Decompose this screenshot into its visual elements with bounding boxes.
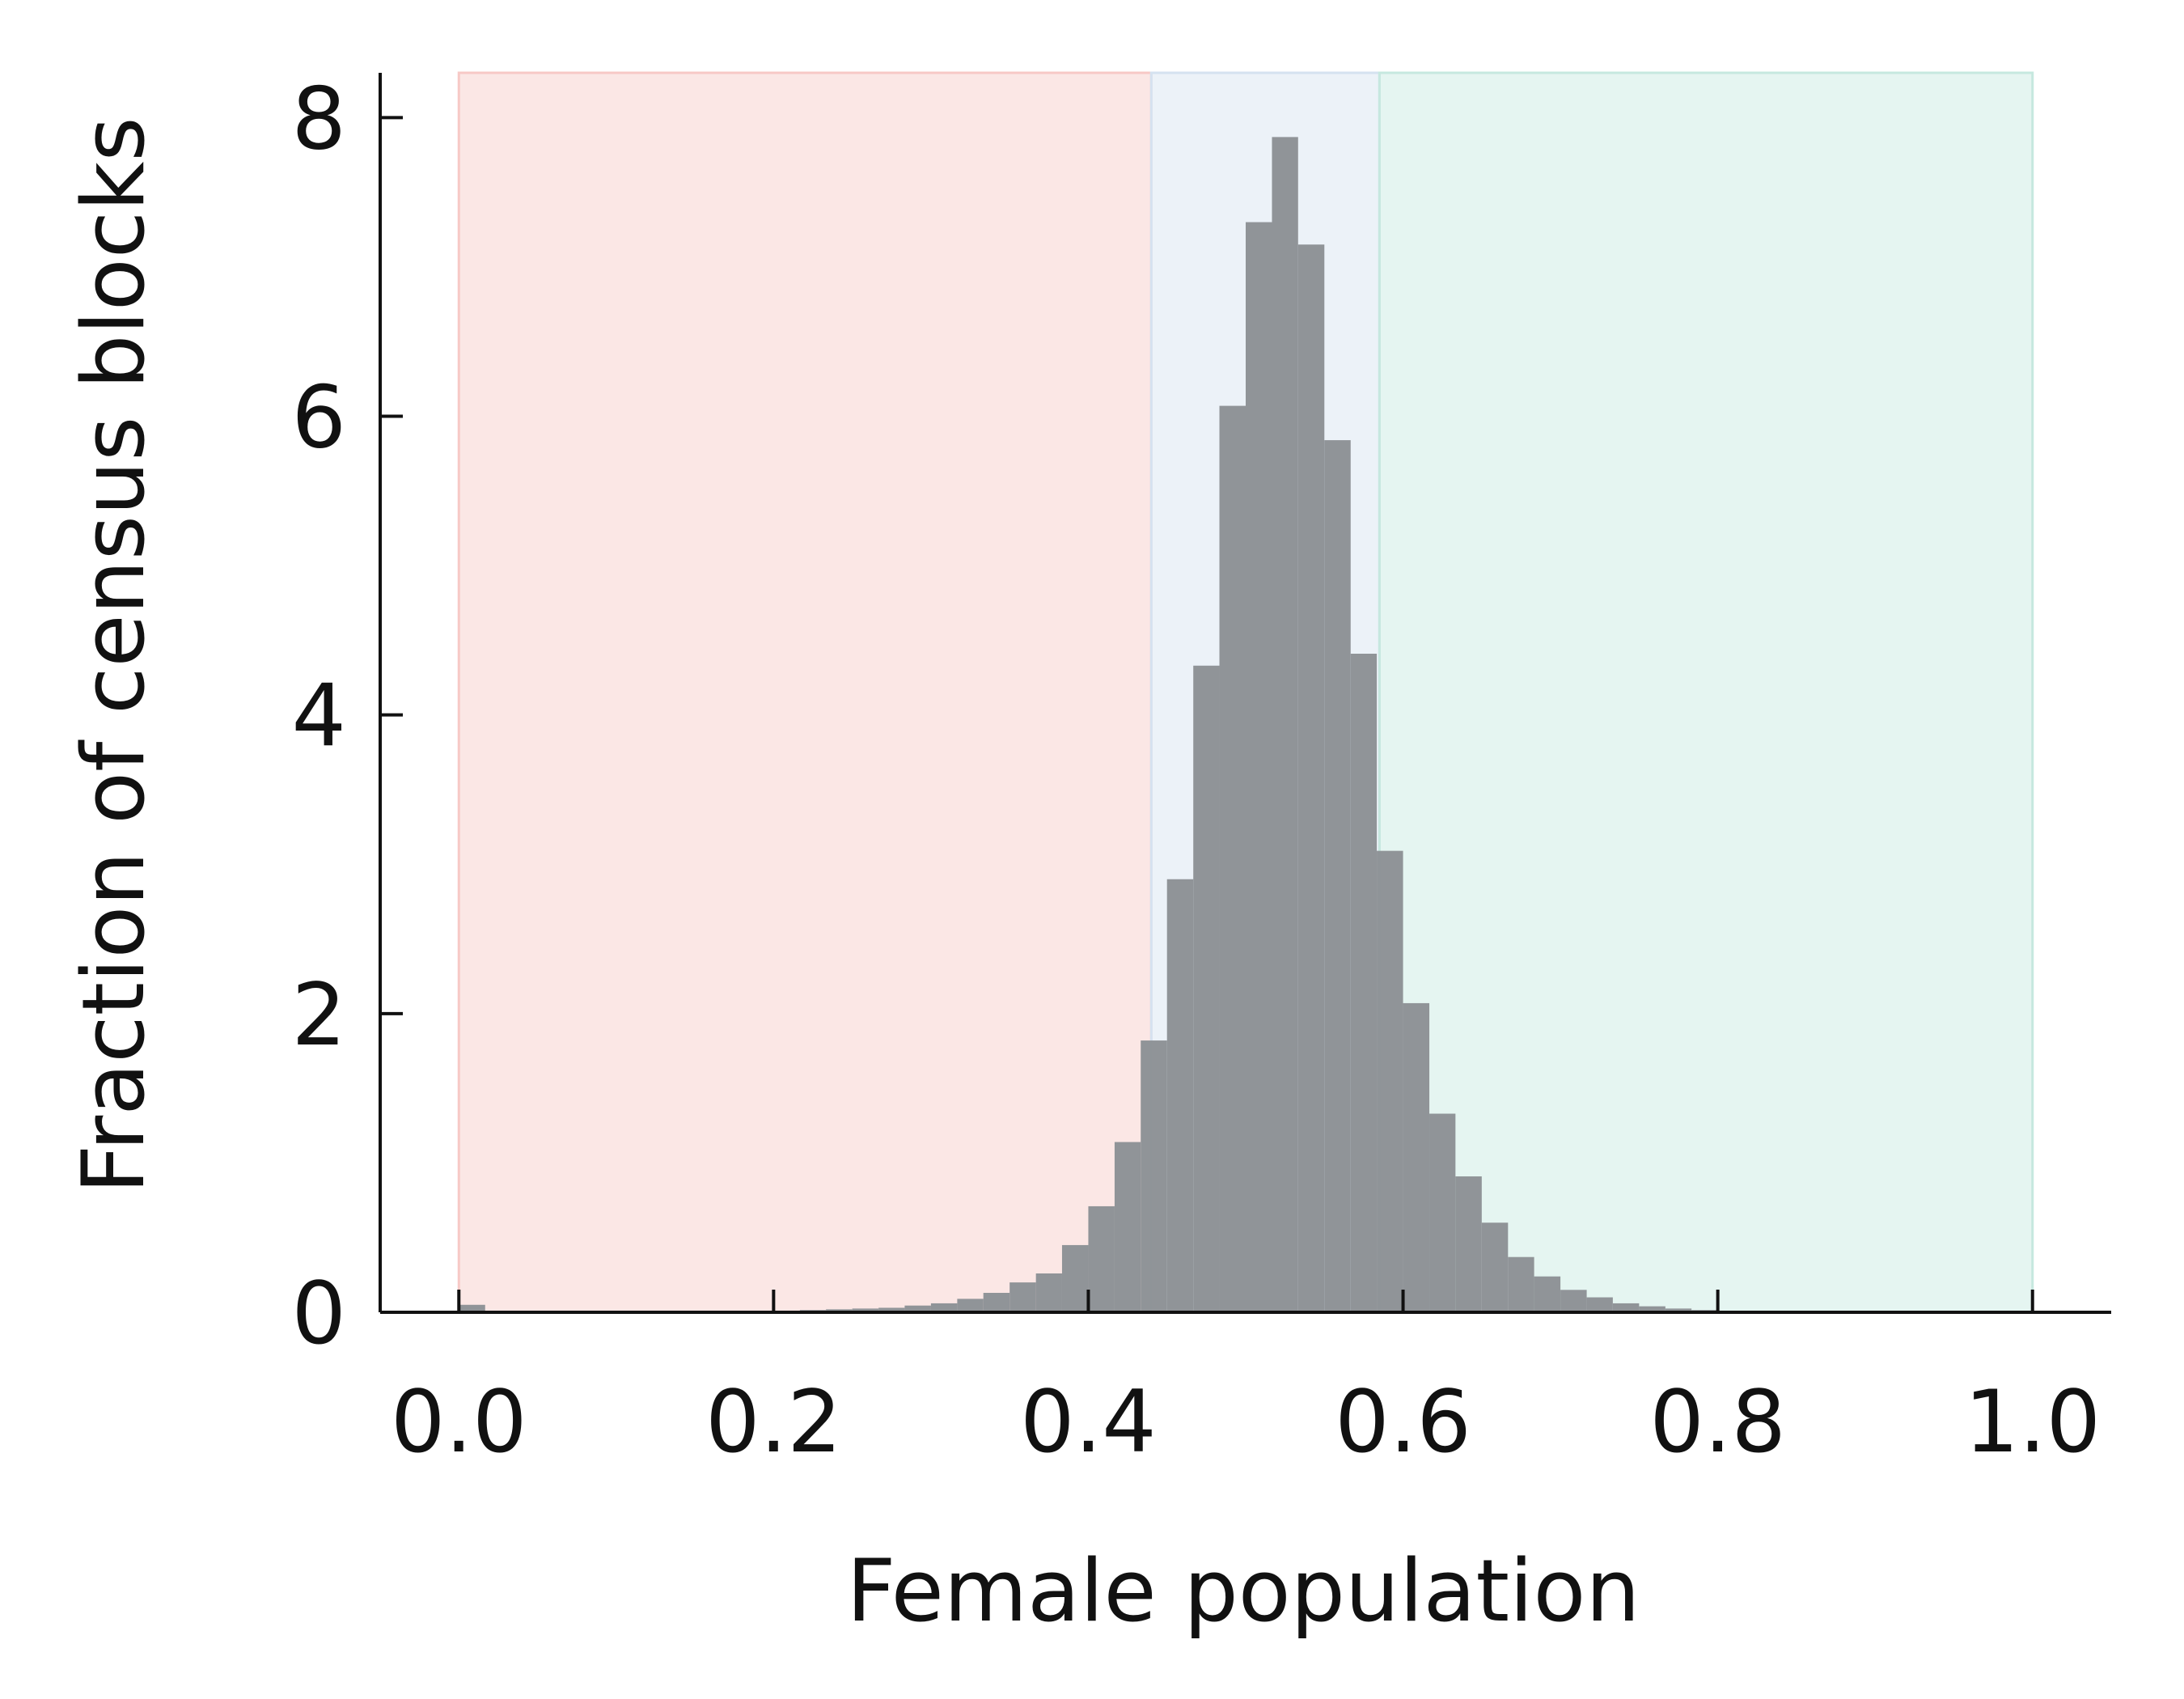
y-tick-label: 2 xyxy=(292,965,346,1065)
histogram-bar xyxy=(1508,1256,1534,1312)
x-tick-label: 0.0 xyxy=(391,1372,527,1472)
histogram-bar xyxy=(1639,1306,1666,1312)
histogram-bar xyxy=(1061,1244,1089,1312)
histogram-bar xyxy=(1219,405,1246,1313)
histogram-bar xyxy=(1429,1113,1456,1312)
histogram-bar xyxy=(1560,1290,1587,1312)
histogram-bar xyxy=(1377,850,1403,1312)
histogram-bars xyxy=(459,137,1745,1313)
histogram-bar xyxy=(1455,1176,1482,1312)
shaded-region-1 xyxy=(457,71,1153,1314)
x-tick-label: 0.6 xyxy=(1335,1372,1471,1472)
histogram-bar xyxy=(1586,1297,1613,1312)
axes xyxy=(379,73,2111,1314)
histogram-bar xyxy=(904,1305,931,1312)
histogram-bar xyxy=(957,1299,984,1312)
x-axis-title: Female population xyxy=(846,1541,1640,1641)
shaded-region-3 xyxy=(1378,71,2034,1314)
x-tick-label: 1.0 xyxy=(1964,1372,2101,1472)
x-tick-label: 0.8 xyxy=(1649,1372,1786,1472)
y-axis-title: Fraction of census blocks xyxy=(64,117,163,1193)
histogram-bar xyxy=(1166,879,1194,1312)
x-tick-label: 0.4 xyxy=(1020,1372,1157,1472)
histogram-bar xyxy=(1297,244,1325,1313)
y-tick-label: 0 xyxy=(292,1264,346,1363)
histogram-bar xyxy=(1665,1308,1692,1312)
y-tick-label: 6 xyxy=(292,368,346,468)
histogram-bar xyxy=(1246,222,1272,1312)
tick-labels: 0.0 0.2 0.4 0.6 0.8 1.0 0 2 4 6 8 xyxy=(292,69,2101,1472)
histogram-bar xyxy=(1272,137,1298,1313)
histogram-bar xyxy=(930,1303,958,1312)
histogram-bar xyxy=(1009,1282,1036,1312)
y-tick-label: 4 xyxy=(292,667,346,766)
histogram-bar xyxy=(1114,1142,1141,1312)
histogram-bar xyxy=(1350,654,1378,1312)
histogram-bar xyxy=(878,1307,905,1312)
histogram-bar xyxy=(1534,1276,1561,1312)
histogram-bar xyxy=(1035,1273,1062,1312)
histogram-bar xyxy=(459,1304,485,1312)
histogram-bar xyxy=(983,1293,1010,1312)
histogram-bar xyxy=(1324,440,1351,1312)
x-tick-label: 0.2 xyxy=(705,1372,842,1472)
histogram-bar xyxy=(1193,665,1220,1312)
y-tick-label: 8 xyxy=(292,69,346,168)
histogram-bar xyxy=(1141,1040,1167,1312)
histogram-bar xyxy=(1481,1222,1509,1312)
histogram-bar xyxy=(1612,1303,1640,1312)
histogram-bar xyxy=(852,1308,879,1312)
histogram-bar xyxy=(1088,1205,1115,1312)
histogram-bar xyxy=(1403,1002,1430,1312)
